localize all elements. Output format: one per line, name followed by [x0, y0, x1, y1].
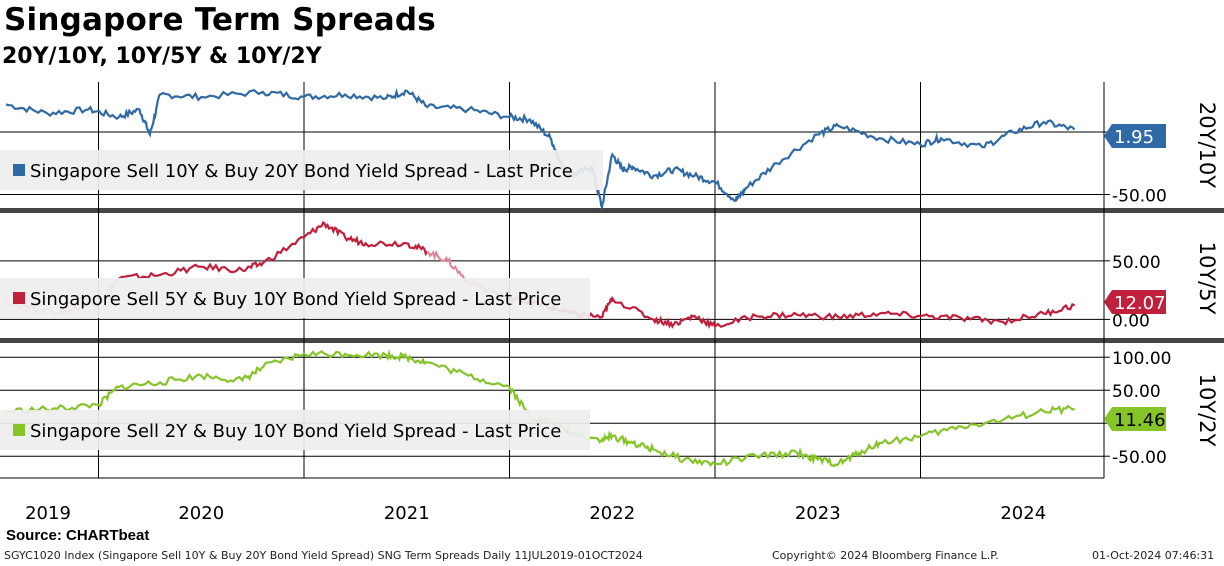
x-tick-label: 2024	[1000, 503, 1046, 524]
source-note: Source: CHARTbeat	[6, 527, 150, 544]
y-tick-label: -50.00	[1112, 187, 1167, 207]
footer-timestamp: 01-Oct-2024 07:46:31	[1092, 549, 1215, 562]
x-tick-label: 2023	[795, 503, 841, 524]
last-value-flag	[1104, 124, 1166, 148]
panel-label: 20Y/10Y	[1195, 102, 1219, 188]
x-tick-label: 2019	[25, 503, 71, 524]
chart-subtitle: 20Y/10Y, 10Y/5Y & 10Y/2Y	[2, 44, 322, 69]
legend-box	[0, 410, 590, 450]
legend-label: Singapore Sell 2Y & Buy 10Y Bond Yield S…	[30, 421, 561, 442]
y-tick-label: 0.00	[1112, 311, 1150, 331]
y-tick-label: 50.00	[1112, 382, 1161, 402]
y-tick-label: 100.00	[1112, 349, 1171, 369]
legend-label: Singapore Sell 5Y & Buy 10Y Bond Yield S…	[30, 289, 561, 310]
legend-swatch	[13, 164, 25, 176]
footer-index-info: SGYC1020 Index (Singapore Sell 10Y & Buy…	[4, 549, 643, 562]
legend-label: Singapore Sell 10Y & Buy 20Y Bond Yield …	[30, 161, 573, 182]
last-value-label: 1.95	[1114, 127, 1154, 148]
x-tick-label: 2020	[178, 503, 224, 524]
panel-separator	[0, 208, 1224, 213]
legend-swatch	[13, 424, 25, 436]
footer-copyright: Copyright© 2024 Bloomberg Finance L.P.	[772, 549, 999, 562]
last-value-flag	[1104, 407, 1166, 431]
last-value-label: 12.07	[1114, 293, 1166, 314]
panel-separator	[0, 338, 1224, 343]
legend-swatch	[13, 292, 25, 304]
last-value-label: 11.46	[1114, 410, 1166, 431]
series-line	[118, 221, 429, 281]
y-tick-label: -50.00	[1112, 448, 1167, 468]
chart-title: Singapore Term Spreads	[4, 2, 436, 38]
legend-box	[0, 150, 603, 190]
last-value-flag	[1104, 290, 1166, 314]
legend-box	[0, 278, 590, 318]
panel-label: 10Y/5Y	[1195, 242, 1219, 315]
series-line	[508, 293, 1076, 330]
y-tick-label: 50.00	[1112, 253, 1161, 273]
panel-label: 10Y/2Y	[1195, 374, 1219, 447]
x-tick-label: 2022	[589, 503, 635, 524]
x-tick-label: 2021	[384, 503, 430, 524]
